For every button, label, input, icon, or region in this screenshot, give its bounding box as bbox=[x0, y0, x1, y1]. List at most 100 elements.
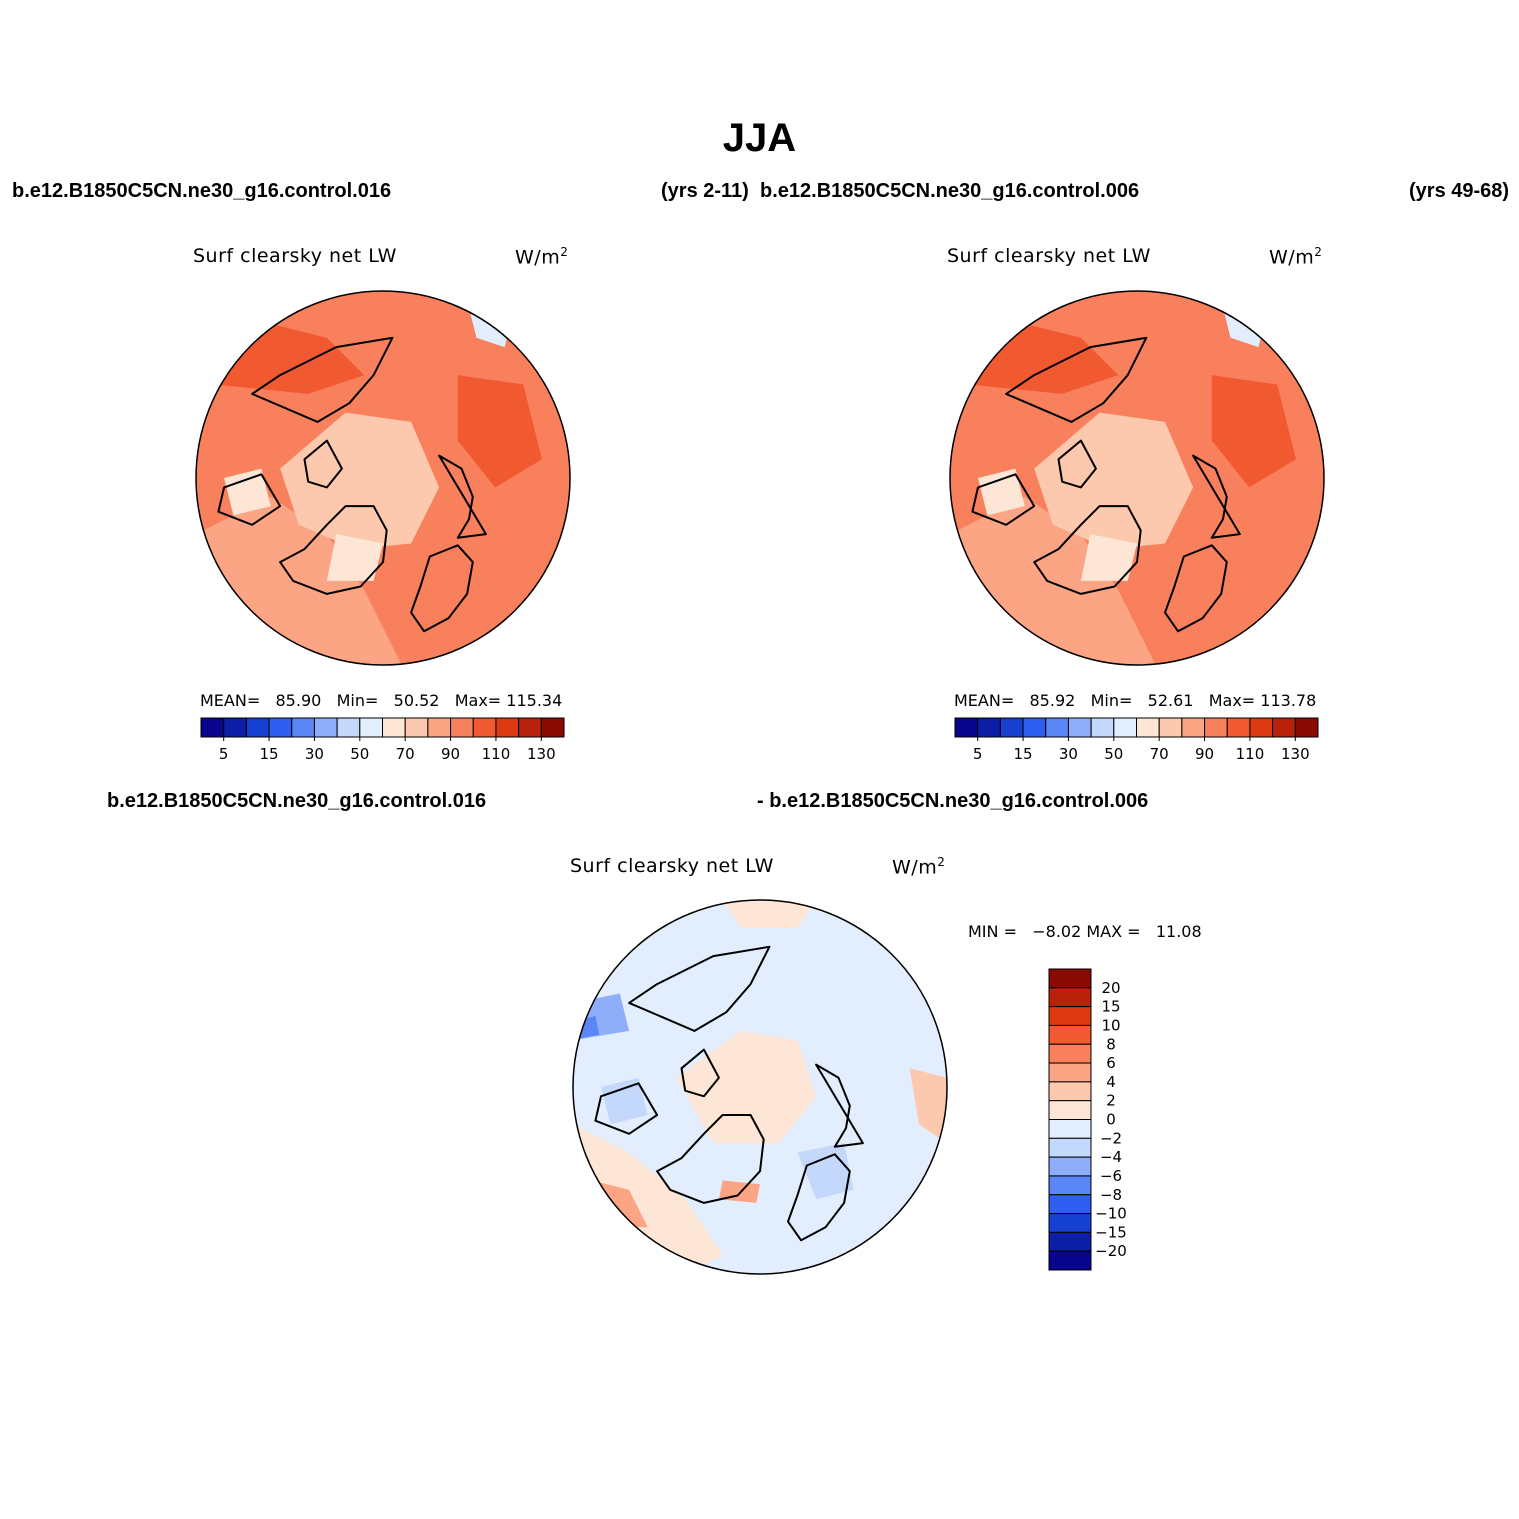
case2-units: W/m2 bbox=[1269, 245, 1323, 269]
case2-coastline bbox=[1033, 505, 1142, 595]
case2-colorbar-tick-label: 90 bbox=[1195, 745, 1214, 763]
case2-coastline bbox=[971, 473, 1036, 526]
case2-colorbar-box bbox=[1181, 717, 1206, 738]
diff-colorbar-label: −6 bbox=[1100, 1167, 1122, 1185]
case1-variable: Surf clearsky net LW bbox=[193, 245, 397, 267]
case1-coastline bbox=[251, 336, 394, 423]
diff-colorbar-label: −10 bbox=[1095, 1205, 1127, 1223]
case2-colorbar-box bbox=[1045, 717, 1069, 738]
case1-colorbar-box bbox=[245, 717, 270, 738]
diff-colorbar-label: 2 bbox=[1106, 1092, 1116, 1110]
case2-coastline bbox=[1192, 454, 1241, 539]
diff-field-scandinavia bbox=[797, 1143, 854, 1200]
case1-max-label: Max= bbox=[454, 691, 502, 710]
diff-max-label: MAX = bbox=[1086, 922, 1141, 941]
diff-header-left: b.e12.B1850C5CN.ne30_g16.control.016 bbox=[107, 790, 487, 812]
diff-coastline bbox=[656, 1114, 765, 1204]
case2-mean-label: MEAN= bbox=[954, 691, 1015, 710]
diff-variable: Surf clearsky net LW bbox=[570, 855, 774, 877]
case1-map bbox=[196, 291, 570, 665]
case1-colorbar-box bbox=[200, 717, 225, 738]
case1-colorbar: 5 15 30 50 70 90 110 130 bbox=[200, 717, 565, 763]
case2-colorbar-tick-label: 110 bbox=[1236, 745, 1265, 763]
case1-coastline bbox=[217, 473, 282, 526]
diff-coastline bbox=[594, 1082, 659, 1135]
diff-field-north-edge bbox=[722, 900, 817, 928]
case1-min: 50.52 bbox=[393, 691, 440, 710]
diff-colorbar-box bbox=[1048, 1100, 1092, 1120]
case1-colorbar-tick-label: 90 bbox=[441, 745, 460, 763]
case2-coastline bbox=[1057, 439, 1097, 489]
case1-min-label: Min= bbox=[336, 691, 379, 710]
diff-coastline bbox=[787, 1153, 851, 1242]
case2-colorbar-box bbox=[1204, 717, 1228, 738]
case2-field-hudson bbox=[978, 468, 1025, 516]
case1-field-greenland bbox=[326, 534, 383, 581]
case1-colorbar-box bbox=[427, 717, 452, 738]
case2-colorbar-box bbox=[1136, 717, 1160, 738]
diff-colorbar-box bbox=[1048, 1081, 1092, 1102]
diff-colorbar-box bbox=[1048, 1062, 1092, 1083]
diff-field-hudson bbox=[601, 1077, 648, 1125]
diff-header-right: - b.e12.B1850C5CN.ne30_g16.control.006 bbox=[757, 790, 1149, 812]
case2-colorbar: 5 15 30 50 70 90 110 130 bbox=[954, 717, 1319, 763]
case2-field-siberia bbox=[1211, 375, 1296, 488]
case2-variable: Surf clearsky net LW bbox=[947, 245, 1151, 267]
diff-min: −8.02 bbox=[1032, 922, 1082, 941]
case1-colorbar-tick-label: 110 bbox=[482, 745, 511, 763]
case2-field-greenland bbox=[1080, 534, 1137, 581]
page-title: JJA bbox=[722, 116, 797, 160]
case2-header: b.e12.B1850C5CN.ne30_g16.control.006 bbox=[760, 180, 1140, 202]
case1-colorbar-box bbox=[404, 717, 429, 738]
diff-map bbox=[573, 900, 947, 1274]
case1-colorbar-box bbox=[291, 717, 315, 738]
case2-coastline bbox=[1164, 544, 1228, 633]
diff-field-arctic bbox=[675, 1030, 817, 1144]
case2-colorbar-box bbox=[1272, 717, 1296, 738]
diff-colorbar-label: 10 bbox=[1101, 1016, 1120, 1034]
case1-max: 115.34 bbox=[506, 691, 563, 710]
case2-colorbar-tick-label: 15 bbox=[1014, 745, 1033, 763]
case1-mean: 85.90 bbox=[275, 691, 322, 710]
case2-stats: MEAN= 85.92 Min= 52.61 Max= 113.78 bbox=[954, 691, 1316, 710]
case2-mean: 85.92 bbox=[1029, 691, 1076, 710]
case1-header: b.e12.B1850C5CN.ne30_g16.control.016 bbox=[12, 180, 392, 202]
diff-colorbar-label: −15 bbox=[1095, 1223, 1127, 1241]
diff-colorbar-label: 20 bbox=[1101, 979, 1120, 997]
case2-colorbar-box bbox=[1226, 717, 1251, 738]
case2-colorbar-box bbox=[1113, 717, 1137, 738]
diff-colorbar-label: −20 bbox=[1095, 1242, 1127, 1260]
diff-colorbar-box bbox=[1048, 1137, 1092, 1158]
case2-colorbar-tick-label: 70 bbox=[1150, 745, 1169, 763]
case1-field-central bbox=[317, 449, 412, 535]
case2-colorbar-box bbox=[977, 717, 1001, 738]
case1-colorbar-box bbox=[540, 717, 565, 738]
case2-colorbar-box bbox=[1022, 717, 1047, 738]
case2-colorbar-box bbox=[1067, 717, 1092, 738]
diff-colorbar-box bbox=[1048, 1213, 1092, 1233]
diff-max: 11.08 bbox=[1155, 922, 1202, 941]
case1-colorbar-tick-label: 130 bbox=[527, 745, 556, 763]
case1-colorbar-box bbox=[495, 717, 520, 738]
diff-colorbar-label: 15 bbox=[1101, 998, 1120, 1016]
diff-colorbar-label: 6 bbox=[1106, 1054, 1116, 1072]
case2-colorbar-tick-label: 50 bbox=[1104, 745, 1123, 763]
case1-units: W/m2 bbox=[515, 245, 569, 269]
diff-map-border bbox=[572, 899, 948, 1275]
case2-colorbar-box bbox=[1294, 717, 1319, 738]
diff-colorbar-box bbox=[1048, 1250, 1092, 1271]
case1-colorbar-box bbox=[518, 717, 542, 738]
diff-coastline bbox=[680, 1048, 720, 1098]
case1-colorbar-tick-label: 30 bbox=[305, 745, 324, 763]
case2-colorbar-tick-label: 5 bbox=[973, 745, 983, 763]
case1-colorbar-box bbox=[268, 717, 293, 738]
diff-units: W/m2 bbox=[892, 855, 946, 879]
case1-years: (yrs 2-11) bbox=[661, 180, 749, 202]
diff-colorbar-box bbox=[1048, 987, 1092, 1008]
case1-colorbar-box bbox=[336, 717, 361, 738]
case2-colorbar-box bbox=[1090, 717, 1115, 738]
diff-colorbar-label: −2 bbox=[1100, 1129, 1122, 1147]
case1-colorbar-box bbox=[313, 717, 338, 738]
diff-min-label: MIN = bbox=[968, 922, 1017, 941]
